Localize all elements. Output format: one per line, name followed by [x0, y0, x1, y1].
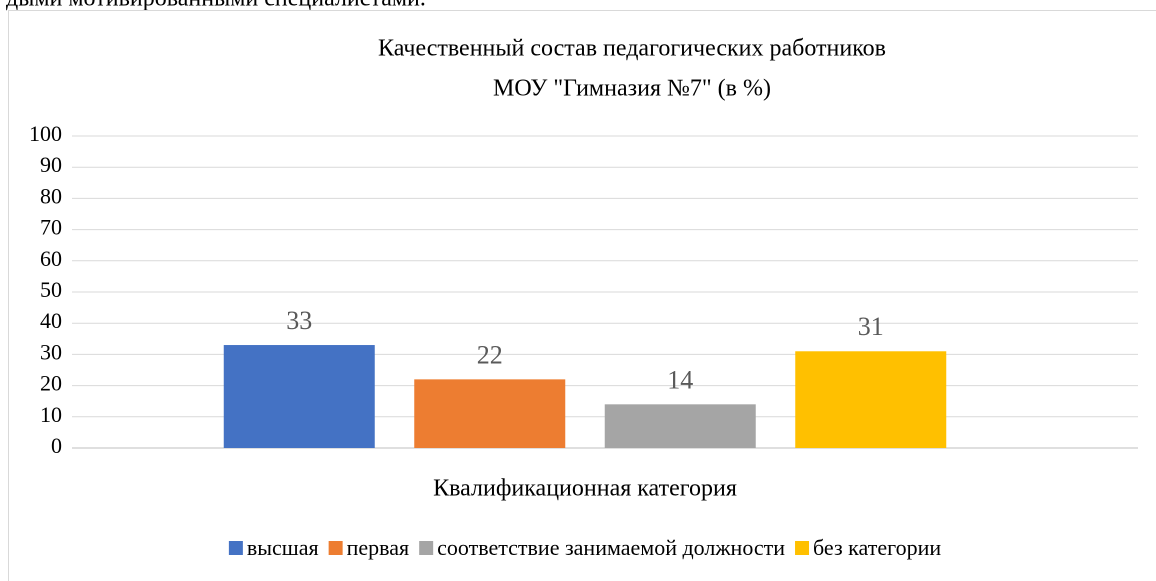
y-tick-label: 10 — [40, 402, 62, 427]
chart-title: МОУ "Гимназия №7" (в %) — [493, 76, 771, 102]
page-text: дыми мотивированными специалистами. — [6, 0, 426, 12]
legend-swatch — [419, 541, 434, 555]
bar — [223, 345, 375, 448]
y-tick-label: 0 — [51, 433, 62, 458]
y-tick-label: 90 — [40, 152, 62, 177]
legend-label: без категории — [813, 535, 941, 560]
data-label: 14 — [667, 365, 693, 394]
legend-swatch — [795, 541, 810, 555]
legend-swatch — [328, 541, 343, 555]
y-tick-label: 20 — [40, 371, 62, 396]
y-tick-label: 60 — [40, 246, 62, 271]
bar — [795, 351, 947, 448]
y-tick-label: 70 — [40, 215, 62, 240]
chart-title: Качественный состав педагогических работ… — [378, 36, 886, 62]
data-label: 22 — [477, 340, 503, 369]
x-category-label: Квалификационная категория — [433, 476, 737, 502]
bar — [604, 404, 756, 448]
legend-label: высшая — [247, 535, 319, 560]
y-tick-label: 50 — [40, 277, 62, 302]
data-label: 33 — [286, 306, 312, 335]
legend-label: соответствие занимаемой должности — [437, 535, 785, 560]
chart-frame — [8, 10, 1156, 581]
y-tick-label: 30 — [40, 339, 62, 364]
legend-label: первая — [347, 535, 410, 560]
y-tick-label: 100 — [29, 121, 62, 146]
y-tick-label: 40 — [40, 308, 62, 333]
data-label: 31 — [858, 312, 884, 341]
bar — [414, 379, 566, 448]
legend-swatch — [228, 541, 243, 555]
y-tick-label: 80 — [40, 183, 62, 208]
